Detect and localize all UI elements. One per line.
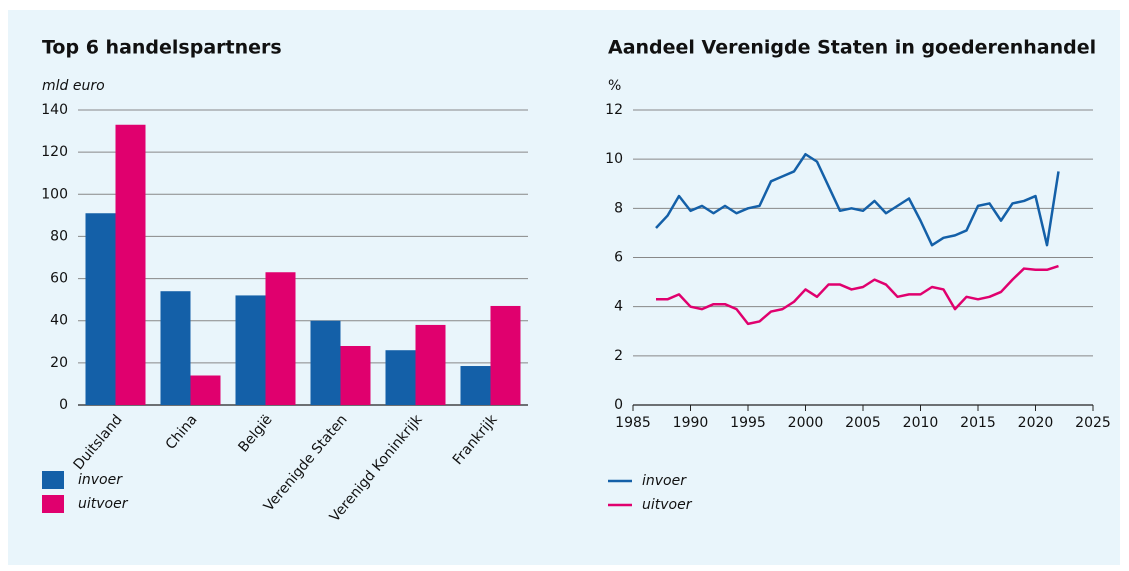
y-tick-label: 0 [614, 397, 623, 413]
y-tick-label: 8 [614, 200, 623, 216]
legend-label: invoer [78, 472, 123, 488]
legend-swatch [42, 495, 64, 513]
x-tick-label: 1990 [673, 415, 709, 431]
x-tick-label: 2025 [1075, 415, 1111, 431]
x-tick-label: 2005 [845, 415, 881, 431]
y-tick-label: 2 [614, 348, 623, 364]
x-tick-label: 2000 [788, 415, 824, 431]
y-tick-label: 4 [614, 299, 623, 315]
bar [265, 272, 296, 405]
bar [415, 324, 446, 405]
bar [340, 346, 371, 405]
line [656, 264, 1059, 326]
y-tick-label: 10 [605, 151, 623, 167]
y-tick-label: 80 [50, 228, 68, 244]
y-axis-label: mld euro [42, 78, 105, 94]
legend-swatch [42, 471, 64, 489]
bar [160, 291, 191, 405]
y-tick-label: 100 [41, 186, 68, 202]
bar [235, 295, 266, 405]
y-tick-label: 20 [50, 355, 68, 371]
bar [115, 124, 146, 405]
legend-label: uitvoer [642, 497, 693, 513]
y-tick-label: 40 [50, 313, 68, 329]
y-tick-label: 140 [41, 102, 68, 118]
x-tick-label: 1995 [730, 415, 766, 431]
bar [385, 350, 416, 405]
panel [8, 10, 1120, 565]
line [655, 153, 1060, 247]
bar [460, 366, 491, 405]
bar [490, 305, 521, 405]
y-tick-label: 0 [59, 397, 68, 413]
bar [85, 213, 116, 405]
legend-label: uitvoer [78, 496, 129, 512]
x-tick-label: 2010 [903, 415, 939, 431]
y-axis-label: % [608, 78, 621, 94]
bar [310, 320, 341, 405]
x-tick-label: 2015 [960, 415, 996, 431]
y-tick-label: 120 [41, 144, 68, 160]
x-tick-label: 1985 [615, 415, 651, 431]
chart-title: Aandeel Verenigde Staten in goederenhand… [608, 37, 1096, 59]
y-tick-label: 60 [50, 271, 68, 287]
y-tick-label: 6 [614, 250, 623, 266]
bar [190, 375, 221, 405]
legend-label: invoer [642, 473, 687, 489]
chart-title: Top 6 handelspartners [42, 37, 282, 59]
y-tick-label: 12 [605, 102, 623, 118]
x-tick-label: 2020 [1018, 415, 1054, 431]
